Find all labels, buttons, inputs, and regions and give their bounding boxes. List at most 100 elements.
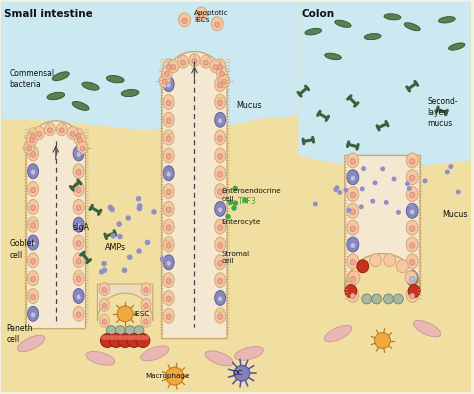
Ellipse shape bbox=[27, 164, 38, 179]
Circle shape bbox=[122, 268, 127, 273]
Text: Apoptotic
IECs: Apoptotic IECs bbox=[194, 10, 229, 23]
Ellipse shape bbox=[192, 59, 197, 63]
Circle shape bbox=[137, 203, 143, 209]
Circle shape bbox=[231, 205, 237, 211]
Ellipse shape bbox=[181, 60, 185, 65]
Circle shape bbox=[409, 203, 413, 208]
Ellipse shape bbox=[222, 80, 227, 84]
Ellipse shape bbox=[410, 175, 415, 181]
Ellipse shape bbox=[47, 92, 64, 100]
Ellipse shape bbox=[166, 189, 171, 195]
Ellipse shape bbox=[410, 158, 415, 164]
Text: Macrophage: Macrophage bbox=[145, 373, 190, 379]
Ellipse shape bbox=[215, 77, 226, 91]
Ellipse shape bbox=[218, 314, 223, 320]
Ellipse shape bbox=[141, 282, 151, 296]
Ellipse shape bbox=[325, 53, 341, 60]
Circle shape bbox=[407, 186, 412, 191]
Ellipse shape bbox=[350, 226, 356, 232]
Ellipse shape bbox=[218, 154, 223, 159]
Ellipse shape bbox=[72, 102, 89, 110]
Ellipse shape bbox=[218, 225, 223, 230]
Ellipse shape bbox=[218, 136, 223, 141]
Ellipse shape bbox=[406, 288, 418, 303]
Ellipse shape bbox=[166, 100, 171, 106]
Circle shape bbox=[337, 190, 342, 195]
Polygon shape bbox=[1, 2, 298, 131]
Ellipse shape bbox=[350, 158, 356, 164]
Ellipse shape bbox=[163, 95, 174, 110]
Text: Commensal
bacteria: Commensal bacteria bbox=[9, 69, 55, 89]
Text: Goblet
cell: Goblet cell bbox=[9, 240, 35, 260]
Ellipse shape bbox=[393, 294, 403, 304]
Ellipse shape bbox=[166, 207, 171, 213]
Text: Stromal
cell: Stromal cell bbox=[221, 251, 249, 264]
Ellipse shape bbox=[31, 294, 36, 300]
Ellipse shape bbox=[141, 314, 151, 327]
Ellipse shape bbox=[73, 217, 84, 232]
Ellipse shape bbox=[76, 187, 81, 193]
Ellipse shape bbox=[348, 271, 360, 284]
Circle shape bbox=[117, 221, 122, 227]
Ellipse shape bbox=[199, 12, 204, 17]
Ellipse shape bbox=[166, 82, 171, 88]
Ellipse shape bbox=[370, 254, 382, 267]
Ellipse shape bbox=[100, 334, 114, 348]
Ellipse shape bbox=[125, 326, 135, 336]
Ellipse shape bbox=[82, 82, 99, 90]
Ellipse shape bbox=[305, 28, 321, 35]
Ellipse shape bbox=[406, 153, 418, 168]
Ellipse shape bbox=[218, 260, 223, 266]
Ellipse shape bbox=[410, 293, 415, 299]
Circle shape bbox=[117, 234, 123, 239]
Circle shape bbox=[117, 335, 122, 340]
Ellipse shape bbox=[27, 307, 38, 321]
Ellipse shape bbox=[31, 258, 36, 264]
Circle shape bbox=[396, 210, 401, 215]
Ellipse shape bbox=[31, 134, 36, 139]
Circle shape bbox=[243, 198, 248, 203]
Ellipse shape bbox=[159, 74, 170, 87]
Bar bbox=[298, 2, 471, 392]
Polygon shape bbox=[298, 2, 471, 165]
Text: AMPs: AMPs bbox=[105, 243, 127, 252]
Ellipse shape bbox=[406, 237, 418, 252]
Ellipse shape bbox=[27, 146, 38, 161]
Ellipse shape bbox=[74, 133, 85, 146]
Ellipse shape bbox=[410, 260, 415, 265]
Ellipse shape bbox=[347, 254, 359, 269]
Circle shape bbox=[370, 199, 375, 204]
Text: Enterocyte: Enterocyte bbox=[221, 219, 261, 225]
Ellipse shape bbox=[127, 334, 141, 348]
Ellipse shape bbox=[162, 80, 167, 84]
Ellipse shape bbox=[350, 260, 356, 265]
Circle shape bbox=[423, 178, 428, 183]
Ellipse shape bbox=[215, 95, 226, 110]
Ellipse shape bbox=[215, 59, 226, 74]
Circle shape bbox=[359, 204, 364, 209]
Ellipse shape bbox=[166, 65, 171, 70]
Ellipse shape bbox=[106, 76, 124, 83]
Ellipse shape bbox=[56, 123, 67, 136]
Circle shape bbox=[228, 199, 233, 205]
Ellipse shape bbox=[166, 171, 171, 177]
Ellipse shape bbox=[76, 152, 81, 157]
Polygon shape bbox=[98, 284, 153, 321]
Circle shape bbox=[233, 201, 238, 206]
Ellipse shape bbox=[27, 271, 38, 286]
Ellipse shape bbox=[102, 303, 107, 309]
Ellipse shape bbox=[102, 319, 107, 324]
Circle shape bbox=[108, 335, 113, 340]
Circle shape bbox=[123, 335, 128, 340]
Circle shape bbox=[126, 335, 131, 340]
Ellipse shape bbox=[215, 201, 226, 216]
Ellipse shape bbox=[350, 293, 356, 299]
Ellipse shape bbox=[77, 141, 88, 154]
Ellipse shape bbox=[408, 284, 420, 297]
Ellipse shape bbox=[350, 175, 356, 181]
Ellipse shape bbox=[350, 243, 356, 248]
Ellipse shape bbox=[166, 296, 171, 302]
Circle shape bbox=[136, 196, 141, 201]
Text: Enteroendocrine
cell: Enteroendocrine cell bbox=[221, 188, 281, 202]
Ellipse shape bbox=[76, 294, 81, 300]
